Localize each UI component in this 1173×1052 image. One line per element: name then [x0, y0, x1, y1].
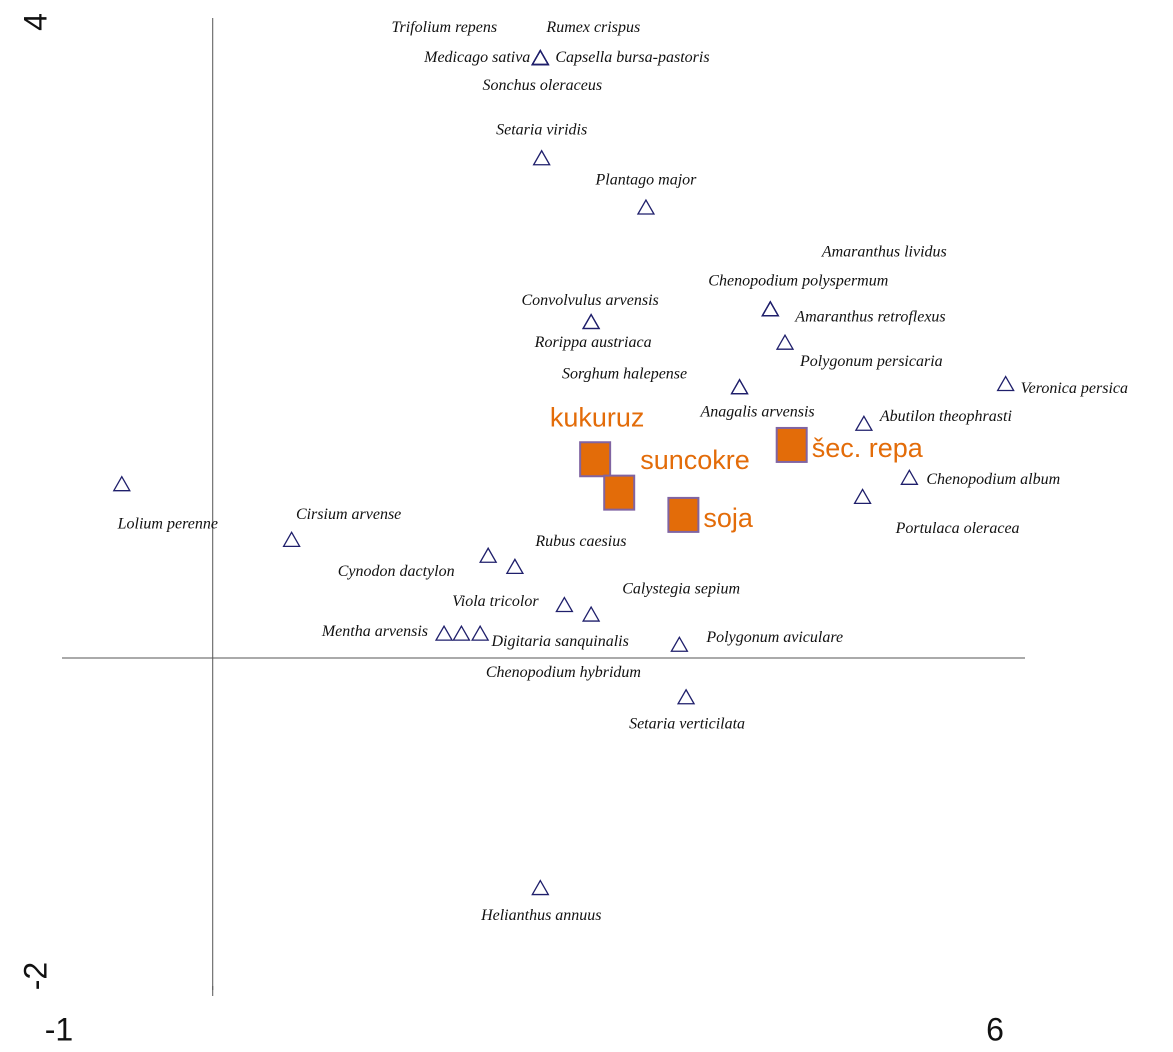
point-label: Chenopodium hybridum — [486, 664, 641, 681]
x-tick-label: 6 — [986, 1011, 1004, 1047]
point-label: Abutilon theophrasti — [879, 408, 1012, 425]
point — [603, 474, 636, 511]
point-label: Rumex crispus — [545, 19, 640, 36]
point — [434, 624, 454, 641]
point — [775, 426, 808, 463]
point-label: Sorghum halepense — [562, 365, 687, 382]
point-label: Viola tricolor — [452, 593, 539, 610]
point-label: Rorippa austriaca — [534, 334, 652, 351]
point-label: Amaranthus lividus — [821, 243, 947, 260]
point-label: soja — [703, 503, 754, 533]
point-label: Medicago sativa — [423, 49, 530, 66]
point — [471, 624, 490, 641]
point-label: Veronica persica — [1021, 380, 1128, 397]
point — [775, 333, 795, 350]
point — [531, 49, 550, 66]
y-tick-label: 4 — [17, 13, 53, 31]
point — [670, 635, 689, 652]
point — [452, 624, 471, 641]
point-label: Lolium perenne — [117, 515, 218, 532]
point — [761, 300, 780, 317]
point — [531, 49, 550, 66]
point — [667, 496, 700, 533]
x-tick-label: -1 — [45, 1011, 73, 1047]
point — [854, 414, 874, 431]
point-label: Convolvulus arvensis — [521, 292, 658, 309]
point — [479, 546, 498, 563]
point — [582, 605, 601, 622]
point-label: Anagalis arvensis — [699, 403, 814, 420]
point — [555, 596, 574, 613]
point — [761, 300, 780, 317]
point — [636, 198, 656, 215]
point-label: Portulaca oleracea — [895, 520, 1020, 537]
point — [282, 531, 301, 547]
point-label: Chenopodium album — [926, 471, 1060, 488]
y-tick-label: -2 — [17, 962, 53, 990]
point-label: Polygonum persicaria — [799, 353, 943, 370]
point — [582, 313, 601, 330]
point-label: Calystegia sepium — [622, 581, 740, 598]
point — [531, 879, 550, 896]
point — [531, 49, 550, 66]
point — [582, 313, 601, 330]
point-label: Plantago major — [595, 172, 698, 189]
point — [505, 558, 525, 575]
point — [532, 149, 551, 166]
point-label: suncokre — [640, 445, 750, 475]
point-label: Setaria verticilata — [629, 715, 745, 732]
point — [531, 49, 550, 66]
point — [531, 49, 550, 66]
point-label: Amaranthus retroflexus — [794, 308, 945, 325]
point-label: Mentha arvensis — [321, 623, 428, 640]
point — [730, 378, 749, 395]
point — [853, 488, 872, 505]
point — [676, 688, 696, 705]
point-label: Helianthus annuus — [480, 907, 601, 924]
point-label: Polygonum aviculare — [705, 629, 843, 646]
point-label: Capsella bursa-pastoris — [555, 49, 709, 66]
point — [579, 441, 612, 478]
point-label: Rubus caesius — [534, 533, 626, 550]
point-label: Cirsium arvense — [296, 506, 401, 523]
point — [730, 378, 749, 395]
point — [112, 475, 131, 492]
point-label: šec. repa — [812, 433, 924, 463]
point-label: Chenopodium polyspermum — [708, 272, 888, 289]
point-label: Setaria viridis — [496, 121, 587, 138]
point-label: Sonchus oleraceus — [483, 77, 603, 94]
point — [761, 300, 780, 317]
point-label: kukuruz — [550, 402, 645, 432]
point — [900, 469, 919, 485]
point-label: Cynodon dactylon — [338, 563, 455, 580]
point-label: Digitaria sanquinalis — [490, 633, 628, 650]
point-label: Trifolium repens — [391, 19, 497, 36]
point — [996, 375, 1015, 392]
